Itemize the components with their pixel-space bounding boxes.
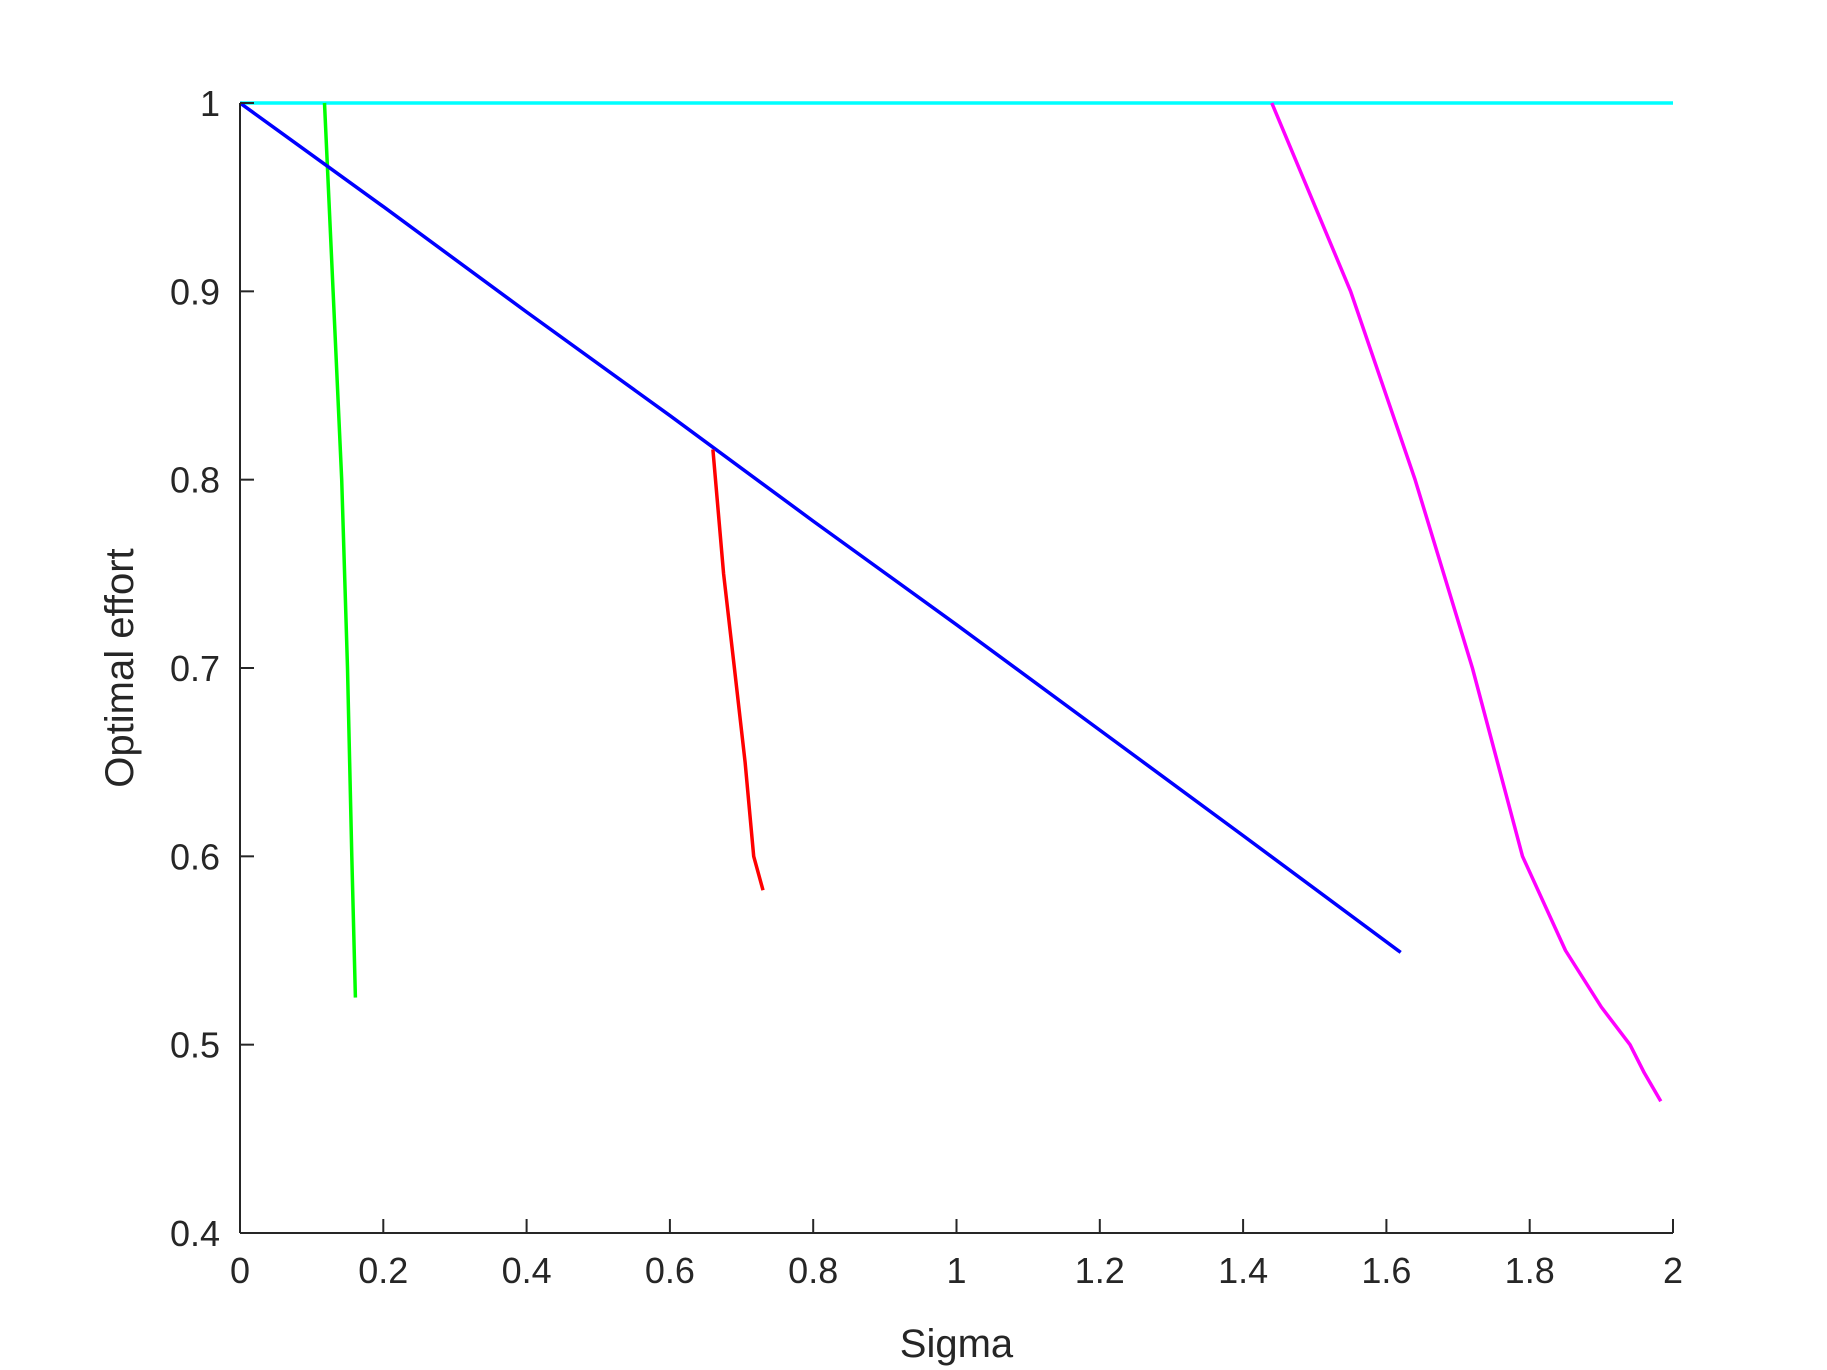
plot-area: [238, 101, 1673, 1103]
y-tick-label: 0.8: [170, 460, 220, 501]
x-tick-label: 0.2: [358, 1250, 408, 1291]
x-tick-label: 0.6: [645, 1250, 695, 1291]
x-tick-label: 0: [230, 1250, 250, 1291]
x-tick-label: 2: [1663, 1250, 1683, 1291]
x-tick-label: 1.8: [1505, 1250, 1555, 1291]
x-tick-label: 0.8: [788, 1250, 838, 1291]
x-tick-label: 1.2: [1075, 1250, 1125, 1291]
axes: 0 0.2 0.4 0.6 0.8 1 1.2 1.4 1.6 1.8 2 0.4 0.5 0.6 0.7 0…: [170, 83, 1683, 1291]
y-tick-label: 0.9: [170, 271, 220, 312]
series-line-2: [322, 102, 358, 998]
y-tick-label: 1: [200, 83, 220, 124]
x-tick-label: 1: [946, 1250, 966, 1291]
x-tick-label: 1.4: [1218, 1250, 1268, 1291]
y-axis-label: Optimal effort: [98, 548, 142, 787]
y-tick-label: 0.7: [170, 648, 220, 689]
series-line-3: [238, 101, 1402, 954]
y-tick-label: 0.6: [170, 836, 220, 877]
y-tick-label: 0.4: [170, 1213, 220, 1254]
series-line-5: [1270, 102, 1663, 1103]
x-axis-label: Sigma: [900, 1322, 1014, 1366]
x-tick-label: 1.6: [1361, 1250, 1411, 1291]
x-tick-label: 0.4: [502, 1250, 552, 1291]
series-line-4: [711, 449, 765, 891]
y-tick-label: 0.5: [170, 1025, 220, 1066]
